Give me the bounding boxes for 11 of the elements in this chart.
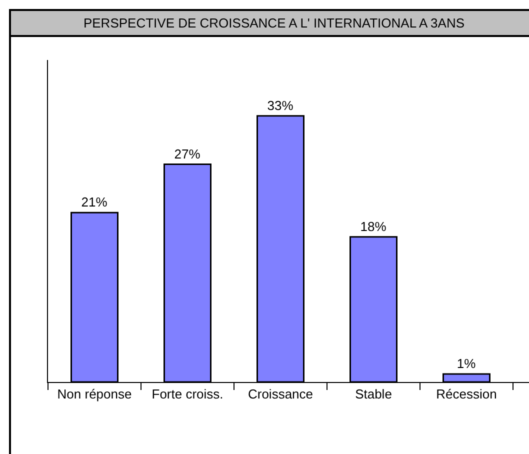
x-tick-label: Récession <box>436 386 497 402</box>
x-tick-label: Stable <box>355 386 392 402</box>
data-label: 21% <box>81 194 108 210</box>
x-tick-label: Croissance <box>248 386 314 402</box>
data-label: 18% <box>360 218 387 234</box>
data-label: 33% <box>267 98 294 113</box>
x-tick-label: Forte croiss. <box>152 386 224 402</box>
data-label: 27% <box>174 146 201 162</box>
x-tick-label: Non réponse <box>57 386 132 402</box>
chart-title: PERSPECTIVE DE CROISSANCE A L' INTERNATIONAL A 3ANS <box>83 16 465 31</box>
data-label: 1% <box>456 356 476 371</box>
